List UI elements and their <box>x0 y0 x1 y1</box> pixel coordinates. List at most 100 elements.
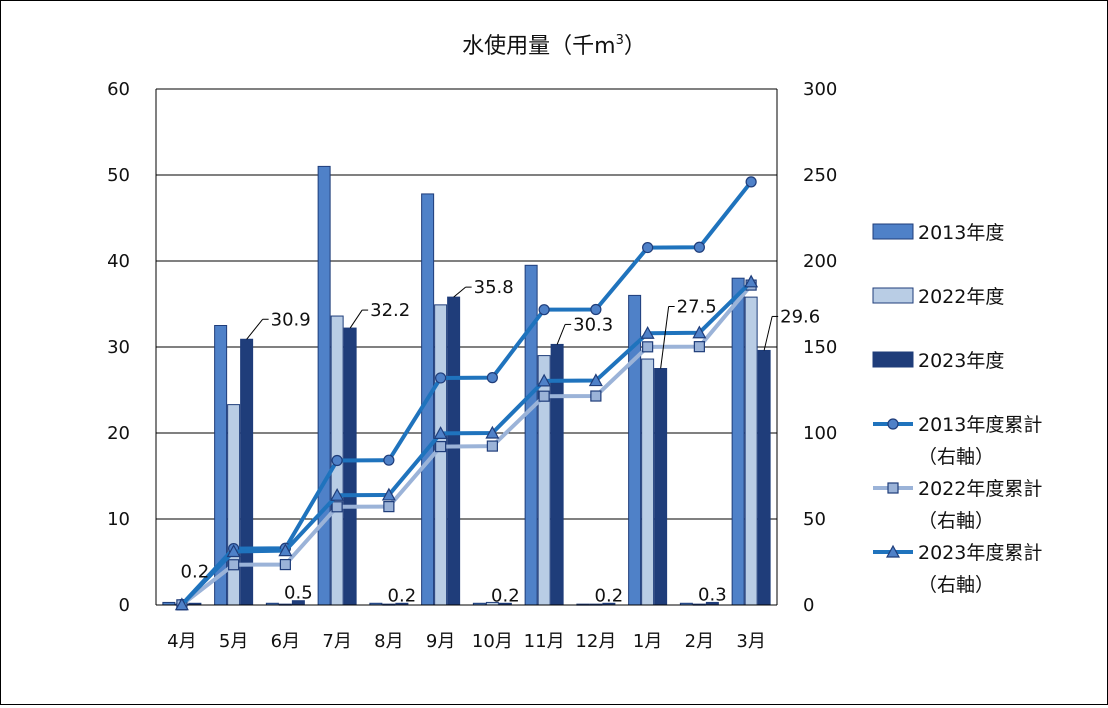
line-point <box>693 341 705 353</box>
data-label: 0.2 <box>388 585 417 606</box>
data-label: 30.9 <box>271 309 311 330</box>
bar <box>343 327 357 606</box>
left-tick-label: 50 <box>107 165 130 186</box>
series-line <box>180 280 753 607</box>
line-point <box>433 426 448 439</box>
bar <box>641 358 655 606</box>
data-label: 0.3 <box>698 584 727 605</box>
data-label: 32.2 <box>370 300 410 321</box>
bar <box>317 165 331 606</box>
category-axis: 4月 5月 6月 7月 8月 9月 10月 11月 12月 1月 2月 3月 <box>167 631 766 652</box>
right-tick-label: 300 <box>803 79 837 100</box>
line-point <box>693 241 705 253</box>
left-tick-label: 60 <box>107 79 130 100</box>
series-line <box>180 283 753 607</box>
legend-swatch <box>872 351 914 368</box>
line-point <box>486 440 498 452</box>
category-label: 2月 <box>685 631 714 652</box>
category-label: 1月 <box>633 631 662 652</box>
left-tick-label: 0 <box>119 595 130 616</box>
left-axis: 0 10 20 30 40 50 60 <box>107 79 130 616</box>
right-tick-label: 250 <box>803 165 837 186</box>
label-leader <box>660 306 670 369</box>
category-label: 3月 <box>736 631 765 652</box>
line-point <box>383 454 395 466</box>
bar <box>524 264 538 606</box>
series-line <box>180 180 753 606</box>
chart-title: 水使用量（千m3） <box>462 33 646 59</box>
legend-label: 2022年度 <box>918 286 1004 308</box>
lines-group <box>174 176 759 611</box>
legend-label: （右軸） <box>918 446 994 468</box>
legend-label: （右軸） <box>918 574 994 596</box>
right-tick-label: 200 <box>803 251 837 272</box>
category-label: 7月 <box>322 631 351 652</box>
data-label: 27.5 <box>677 297 717 318</box>
data-label: 30.3 <box>573 314 613 335</box>
data-label: 0.2 <box>491 585 520 606</box>
gridlines <box>156 88 777 520</box>
line-point <box>174 597 189 611</box>
line-point <box>885 544 901 558</box>
line-point <box>278 543 293 557</box>
left-tick-label: 40 <box>107 251 130 272</box>
line-point <box>435 440 447 453</box>
category-label: 12月 <box>575 631 616 652</box>
label-leader <box>556 324 566 345</box>
right-axis: 0 50 100 150 200 250 300 <box>803 79 837 616</box>
legend-label: （右軸） <box>918 510 994 532</box>
line-point <box>588 373 603 387</box>
category-label: 11月 <box>524 631 565 652</box>
line-point <box>226 544 241 558</box>
legend: 2013年度 2022年度 2023年度 2013年度累計 （右軸） 2022年度累計 （右… <box>872 222 1042 596</box>
category-label: 4月 <box>167 631 196 652</box>
line-point <box>692 325 707 339</box>
legend-label: 2022年度累計 <box>918 478 1042 500</box>
category-label: 6月 <box>271 631 300 652</box>
right-tick-label: 0 <box>803 595 814 616</box>
line-point <box>485 425 500 439</box>
legend-label: 2013年度 <box>918 222 1004 244</box>
line-point <box>642 341 654 353</box>
line-point <box>279 558 291 571</box>
line-point <box>745 176 757 188</box>
line-point <box>330 488 345 501</box>
bar <box>550 343 564 606</box>
data-label: 35.8 <box>474 277 514 298</box>
legend-label: 2023年度 <box>918 350 1004 372</box>
line-point <box>435 372 447 384</box>
line-point <box>381 487 396 501</box>
bar <box>654 368 668 606</box>
data-label: 0.2 <box>181 561 210 582</box>
label-leader <box>246 318 264 340</box>
line-point <box>640 325 655 339</box>
line-point <box>744 274 759 288</box>
left-tick-label: 30 <box>107 337 130 358</box>
category-label: 5月 <box>219 631 248 652</box>
bars-group <box>162 165 771 606</box>
line-point <box>228 559 240 571</box>
data-label: 29.6 <box>780 306 820 327</box>
line-point <box>331 454 343 467</box>
line-point <box>590 390 602 402</box>
right-tick-label: 100 <box>803 423 837 444</box>
data-label: 0.2 <box>595 585 624 606</box>
data-labels: 0.2 30.9 0.5 32.2 0.2 35.8 0.2 30.3 0.2 27.5 0.3 29… <box>181 277 821 606</box>
line-point <box>537 373 552 387</box>
label-leader <box>349 309 363 329</box>
line-point <box>383 501 395 513</box>
bar <box>447 296 461 606</box>
legend-swatch <box>872 287 914 304</box>
line-point <box>642 241 654 254</box>
legend-label: 2013年度累計 <box>918 414 1042 436</box>
label-leader <box>453 286 466 298</box>
line-point <box>887 418 899 430</box>
line-point <box>538 390 550 402</box>
line-point <box>486 372 498 384</box>
right-tick-label: 50 <box>803 509 826 530</box>
line-point <box>331 501 343 513</box>
line-point <box>590 303 602 316</box>
legend-label: 2023年度累計 <box>918 542 1042 564</box>
line-point <box>538 304 550 316</box>
